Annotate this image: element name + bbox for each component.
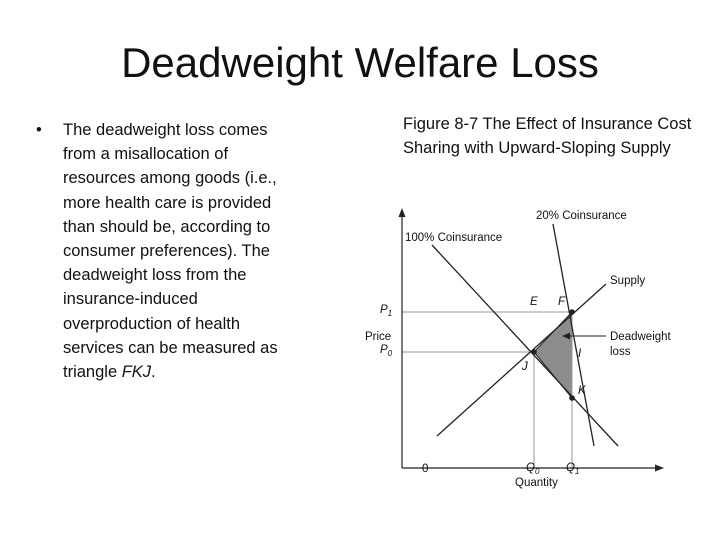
origin-label: 0 <box>422 463 428 475</box>
point-k-marker <box>569 395 575 401</box>
demand-curve-20-coinsurance <box>552 223 595 447</box>
supply-curve <box>436 283 607 437</box>
slide-title: Deadweight Welfare Loss <box>121 39 599 86</box>
bullet-body-text: The deadweight loss comes from a misallo… <box>63 121 278 382</box>
point-k-label: K <box>578 385 587 397</box>
label-100-coinsurance: 100% Coinsurance <box>405 232 502 244</box>
point-f-label: F <box>558 296 566 308</box>
q1-label: Q1 <box>566 462 579 476</box>
y-axis-label: Price <box>365 331 391 343</box>
deadweight-pointer-arrowhead <box>562 332 570 340</box>
bullet-text: The deadweight loss comes from a misallo… <box>63 118 304 384</box>
demand-curve-100-coinsurance <box>431 244 619 447</box>
point-i-label: I <box>578 348 582 360</box>
deadweight-loss-triangle <box>533 310 573 400</box>
label-deadweight: Deadweight <box>610 331 672 343</box>
supply-demand-diagram: 20% Coinsurance 100% Coinsurance Supply … <box>365 208 672 489</box>
x-axis-label: Quantity <box>515 477 558 489</box>
point-j-marker <box>531 349 537 355</box>
q0-label: Q0 <box>526 462 540 476</box>
label-supply: Supply <box>610 275 645 287</box>
x-axis-arrowhead <box>655 464 664 472</box>
point-e-label: E <box>530 296 538 308</box>
p1-label: P1 <box>380 304 392 318</box>
point-f-marker <box>569 309 575 315</box>
bullet-marker: • <box>36 121 42 139</box>
label-20-coinsurance: 20% Coinsurance <box>536 210 627 222</box>
p0-label: P0 <box>380 344 393 358</box>
point-j-label: J <box>521 361 528 373</box>
y-axis-arrowhead <box>398 208 406 217</box>
label-deadweight-loss: loss <box>610 346 631 358</box>
bullet-point: • The deadweight loss comes from a misal… <box>36 118 304 384</box>
triangle-name: FKJ <box>121 363 152 382</box>
figure-caption: Figure 8-7 The Effect of Insurance Cost … <box>403 115 692 158</box>
bullet-end-punctuation: . <box>151 363 156 382</box>
